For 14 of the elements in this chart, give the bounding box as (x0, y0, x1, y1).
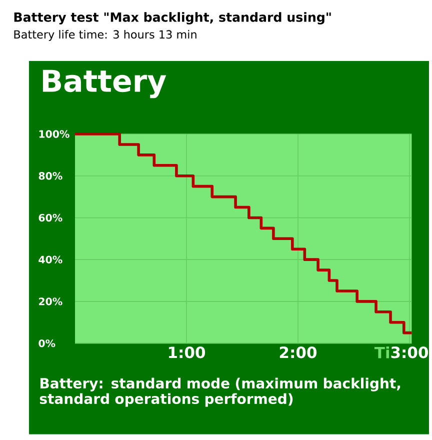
chart-title: Battery test "Max backlight, standard using" (14, 12, 331, 24)
y-tick-label: 60% (38, 214, 62, 222)
x-tick-label: 3:00 (391, 346, 428, 358)
y-tick-label: 40% (38, 256, 62, 264)
text: Battery (42, 70, 166, 98)
x-tick-label: 1:00 (168, 346, 206, 358)
chart-subtitle: Battery life time: 3 hours 13 min (14, 30, 196, 41)
y-tick-label: 0% (38, 339, 56, 348)
y-tick-label: 100% (39, 130, 70, 138)
text: Battery: standard mode (maximum backlight, standard operations performed) (40, 378, 400, 407)
y-tick-label: 20% (39, 298, 62, 306)
x-tick-label: 2:00 (280, 346, 317, 358)
y-tick-label: 80% (38, 172, 62, 180)
x-axis-title: Ti (374, 346, 389, 358)
